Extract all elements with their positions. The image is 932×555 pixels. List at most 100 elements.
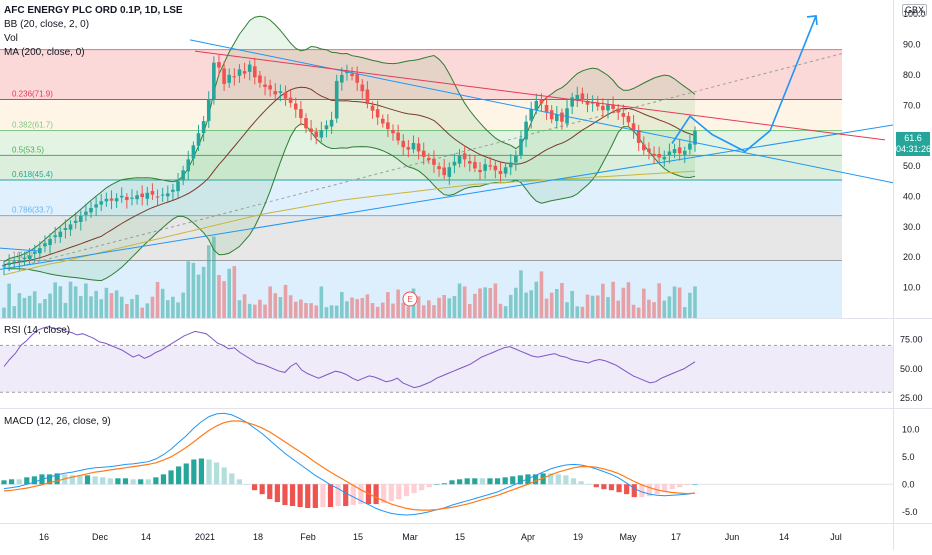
currency-badge[interactable]: GBX [902,4,928,16]
candle-body [555,114,559,122]
candle-body [360,84,365,92]
candle-body [652,153,656,156]
macd-histogram-bar [502,477,508,485]
macd-histogram-bar [305,484,311,509]
candle-body [657,153,661,158]
volume-bar [7,283,11,318]
volume-bar [391,303,395,318]
candle-body [181,170,185,181]
volume-bar [631,304,636,318]
time-axis-tick: 17 [671,532,681,542]
macd-histogram-bar [639,484,645,498]
volume-bar [140,307,144,318]
volume-bar [437,297,441,318]
price-axis-tick: 50.0 [903,161,921,171]
volume-bar [590,295,595,318]
volume-bar [370,303,375,318]
volume-bar [616,300,621,318]
candle-body [457,155,462,164]
candle-body [114,198,119,202]
fib-band [0,260,842,318]
volume-bar [334,305,339,318]
candle-body [273,91,278,95]
volume-bar [227,268,232,318]
candle-body [539,99,544,104]
macd-histogram-bar [631,484,637,498]
candle-body [212,62,216,100]
macd-histogram-bar [532,474,539,485]
candle-body [365,89,370,105]
volume-bar [350,297,354,318]
candle-body [391,129,395,134]
fib-level-label: 0.236(71.9) [12,89,53,98]
macd-histogram-bar [472,478,478,485]
projection-arrowhead [806,15,818,25]
projection-path [671,15,817,153]
vol-indicator-label[interactable]: Vol [4,33,18,44]
candle-body [73,220,78,223]
candle-body [140,193,144,198]
red-trendline [194,50,886,141]
candle-body [452,161,457,166]
volume-bar [457,283,462,318]
candle-body [498,170,503,174]
macd-histogram-bar [138,479,144,485]
volume-bar [150,296,155,318]
candle-body [355,74,359,83]
candle-body [247,64,252,72]
candle-body [488,165,493,167]
volume-bar [119,296,124,318]
candle-body [585,101,590,105]
macd-histogram-bar [419,484,425,491]
candle-body [314,131,319,137]
candle-body [503,167,508,174]
candle-body [483,164,487,171]
candle-body [43,243,47,247]
macd-histogram-bar [267,484,273,500]
candle-body [160,194,165,196]
volume-bar [314,305,319,318]
macd-histogram-bar [16,479,22,485]
volume-bar [22,297,27,318]
volume-bar [452,296,457,318]
volume-bar [514,287,518,318]
candle-body [544,105,549,112]
time-axis-tick: 14 [141,532,151,542]
macd-histogram-bar [335,484,341,507]
volume-bar [642,288,646,318]
fib-band [0,49,842,100]
volume-bar [355,299,359,318]
earnings-marker [402,291,418,307]
rsi-pane-label[interactable]: RSI (14, close) [4,325,71,336]
volume-bar [462,286,467,318]
volume-bar [99,299,104,318]
volume-bar [580,306,585,318]
candle-body [478,169,482,173]
volume-bar [447,298,452,318]
macd-pane-label[interactable]: MACD (12, 26, close, 9) [4,416,111,427]
volume-bar [247,303,252,318]
volume-bar [503,306,508,318]
price-axis-tick: 70.0 [903,100,921,110]
last-price-badge: 61.6 04:31:26 [896,132,931,156]
macd-histogram-bar [586,484,592,485]
volume-bar [595,295,600,318]
candle-body [534,101,539,111]
volume-bar [693,286,697,318]
symbol-title[interactable]: AFC ENERGY PLC ORD 0.1P, 1D, LSE [4,5,183,16]
candle-body [84,211,88,215]
macd-histogram-bar [130,479,136,485]
volume-bar [421,305,426,318]
bb-indicator-label[interactable]: BB (20, close, 2, 0) [4,19,90,30]
ma-indicator-label[interactable]: MA (200, close, 0) [4,47,85,58]
candle-body [601,105,605,111]
time-axis-tick: 2021 [195,532,215,542]
candle-body [171,189,175,192]
volume-bar [171,296,175,318]
volume-bar [176,302,180,318]
time-axis-tick: Jun [725,532,740,542]
macd-histogram-bar [563,475,569,485]
macd-histogram-bar [100,477,106,485]
